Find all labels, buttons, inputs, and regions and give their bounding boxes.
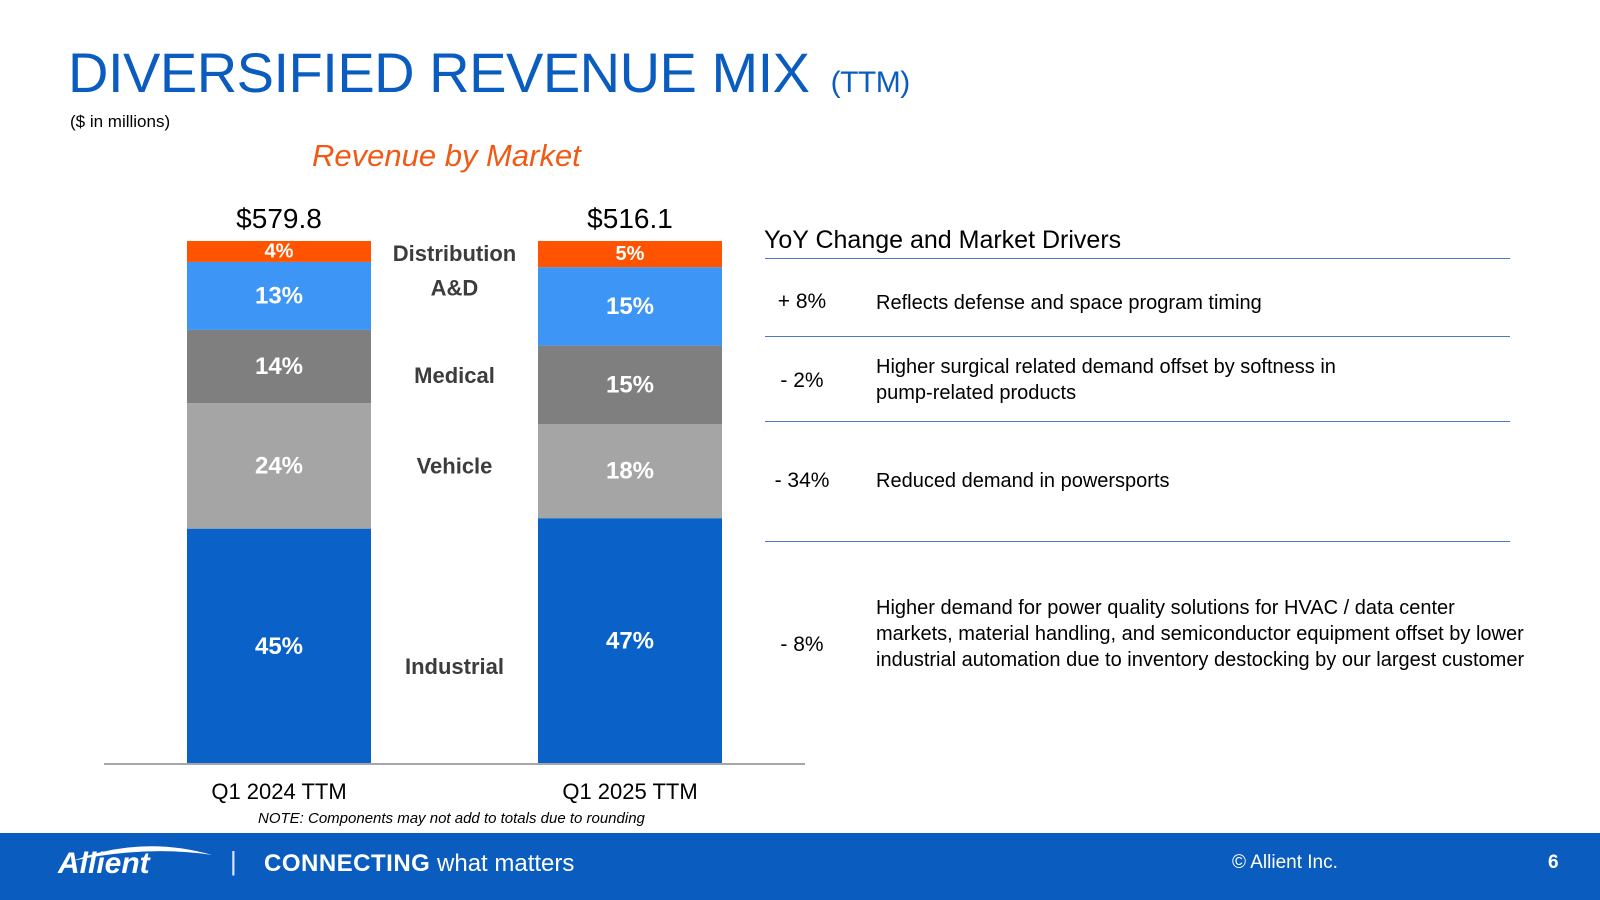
drivers-rule (765, 336, 1510, 337)
page-title: DIVERSIFIED REVENUE MIX (TTM) (68, 40, 910, 105)
title-main: DIVERSIFIED REVENUE MIX (68, 41, 810, 104)
title-suffix: (TTM) (830, 66, 911, 99)
page-number: 6 (1548, 852, 1559, 873)
units-note: ($ in millions) (70, 112, 171, 131)
bar-segment-distribution (187, 241, 371, 262)
bar-total-label: $579.8 (236, 203, 322, 234)
revenue-by-market-chart: 45% 24% 14% 13% 4% $579.8 Q1 2024 TTM 47% 18% 15%… (104, 203, 805, 804)
allient-logo: Allient (58, 847, 150, 880)
tagline: CONNECTING what matters (264, 850, 574, 878)
tagline-rest: what matters (437, 850, 575, 877)
segment-label-vehicle: 18% (606, 458, 654, 485)
bar-total-label: $516.1 (587, 203, 673, 234)
segment-label-industrial: 45% (255, 633, 303, 660)
driver-pct: - 34% (774, 469, 830, 492)
drivers-rule (765, 541, 1510, 542)
driver-text: Reflects defense and space program timin… (876, 292, 1262, 314)
driver-pct: + 8% (777, 290, 827, 313)
bar-segment-medical (187, 329, 371, 404)
driver-pct: - 2% (780, 369, 824, 392)
driver-text: Reduced demand in powersports (876, 470, 1170, 492)
drivers-rule (765, 421, 1510, 422)
copyright: © Allient Inc. (1232, 852, 1338, 873)
bar-segment-vehicle (187, 403, 371, 529)
rounding-note: NOTE: Components may not add to totals d… (258, 810, 645, 827)
bar-segment-medical (538, 345, 722, 425)
driver-pct: - 8% (780, 633, 824, 656)
series-label-vehicle: Vehicle (417, 453, 493, 478)
segment-label-a-d: 15% (606, 293, 654, 320)
segment-label-medical: 14% (255, 353, 303, 380)
bar-segment-a-d (538, 267, 722, 346)
driver-text: Higher surgical related demand offset by… (876, 356, 1336, 404)
segment-label-distribution: 4% (265, 240, 294, 262)
segment-label-industrial: 47% (606, 628, 654, 655)
series-label-industrial: Industrial (405, 654, 504, 679)
bar-segment-a-d (187, 261, 371, 330)
bar-segment-industrial (187, 528, 371, 764)
segment-label-distribution: 5% (616, 243, 645, 265)
series-label-a-d: A&D (431, 275, 479, 300)
footer-bar: Allient | CONNECTING what matters © Alli… (0, 833, 1600, 900)
segment-label-medical: 15% (606, 371, 654, 398)
segment-label-vehicle: 24% (255, 452, 303, 479)
drivers-title: YoY Change and Market Drivers (764, 226, 1122, 254)
tagline-strong: CONNECTING (264, 850, 431, 877)
category-label: Q1 2025 TTM (562, 779, 697, 804)
chart-title: Revenue by Market (312, 138, 581, 173)
series-label-medical: Medical (414, 363, 495, 388)
footer-divider: | (230, 846, 237, 876)
segment-label-a-d: 13% (255, 282, 303, 309)
category-label: Q1 2024 TTM (211, 779, 346, 804)
series-label-distribution: Distribution (393, 241, 516, 266)
bar-segment-vehicle (538, 424, 722, 519)
driver-text: Higher demand for power quality solution… (876, 597, 1525, 671)
bar-segment-industrial (538, 518, 722, 764)
drivers-rule (765, 258, 1510, 259)
bar-segment-distribution (538, 241, 722, 268)
allient-logo-swoosh-icon (72, 846, 212, 861)
